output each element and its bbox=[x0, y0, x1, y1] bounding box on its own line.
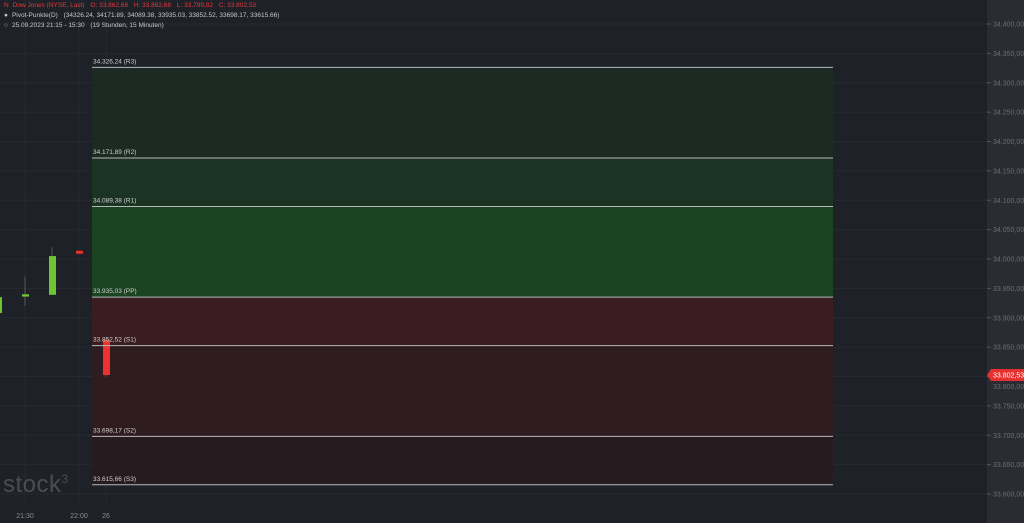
x-tick-label: 26 bbox=[102, 513, 110, 520]
y-tick-label: 33.800,00 bbox=[993, 384, 1024, 391]
y-tick-label: 34.000,00 bbox=[993, 257, 1024, 264]
pivot-label-s3: 33.615,66 (S3) bbox=[93, 476, 136, 483]
y-tick-label: 33.850,00 bbox=[993, 345, 1024, 352]
x-tick-label: 21:30 bbox=[16, 513, 34, 520]
candle-body bbox=[103, 339, 110, 376]
y-tick-label: 34.300,00 bbox=[993, 80, 1024, 87]
pivot-label-s2: 33.698,17 (S2) bbox=[93, 427, 136, 434]
instrument-icon: N bbox=[4, 2, 9, 9]
pivot-zone-pp bbox=[92, 297, 833, 346]
y-tick-label: 34.150,00 bbox=[993, 168, 1024, 175]
y-tick-label: 33.750,00 bbox=[993, 403, 1024, 410]
pivot-zone-r1 bbox=[92, 206, 833, 298]
close-value: C: 33.802,53 bbox=[218, 2, 257, 9]
period-legend: ○ 25.09.2023 21:15 - 15:30 (19 Stunden, 1… bbox=[4, 22, 168, 30]
y-tick-label: 33.600,00 bbox=[993, 492, 1024, 499]
pivot-label-r2: 34.171,89 (R2) bbox=[93, 149, 136, 156]
y-tick-label: 34.050,00 bbox=[993, 227, 1024, 234]
candle-body bbox=[76, 250, 83, 254]
period-duration: (19 Stunden, 15 Minuten) bbox=[90, 22, 164, 29]
y-tick-label: 34.250,00 bbox=[993, 110, 1024, 117]
candle-body bbox=[49, 256, 56, 295]
y-tick-label: 33.650,00 bbox=[993, 462, 1024, 469]
candle-body bbox=[22, 294, 29, 297]
y-tick-label: 34.200,00 bbox=[993, 139, 1024, 146]
period-range: 25.09.2023 21:15 - 15:30 bbox=[11, 22, 85, 29]
pivot-label-r1: 34.089,38 (R1) bbox=[93, 197, 136, 204]
last-price-tag bbox=[987, 369, 1024, 382]
instrument-legend: N Dow Jones (NYSE, Last) O: 33.862,68 H: … bbox=[4, 2, 260, 10]
indicator-legend[interactable]: ● Pivot-Punkte(D) (34326.24, 34171.89, 34… bbox=[4, 12, 283, 20]
pivot-zone-s1 bbox=[92, 345, 833, 437]
price-axis bbox=[987, 0, 1024, 523]
pivot-label-s1: 33.852,52 (S1) bbox=[93, 337, 136, 344]
y-tick-label: 34.100,00 bbox=[993, 198, 1024, 205]
y-tick-label: 33.900,00 bbox=[993, 315, 1024, 322]
indicator-values: (34326.24, 34171.89, 34089.38, 33935.03,… bbox=[63, 12, 280, 19]
y-tick-label: 34.350,00 bbox=[993, 51, 1024, 58]
y-tick-label: 34.400,00 bbox=[993, 22, 1024, 29]
y-tick-label: 33.950,00 bbox=[993, 286, 1024, 293]
clock-icon: ○ bbox=[4, 22, 8, 29]
y-tick-label: 33.700,00 bbox=[993, 433, 1024, 440]
last-price-label: 33.802,53 bbox=[993, 373, 1024, 380]
pivot-zone-r2 bbox=[92, 158, 833, 207]
indicator-icon: ● bbox=[4, 12, 8, 19]
instrument-name: Dow Jones (NYSE, Last) bbox=[12, 2, 85, 9]
high-value: H: 33.862,68 bbox=[133, 2, 172, 9]
x-tick-label: 22:00 bbox=[70, 513, 88, 520]
pivot-label-r3: 34.326,24 (R3) bbox=[93, 58, 136, 65]
pivot-zone-r3 bbox=[92, 67, 833, 159]
pivot-zone-s2 bbox=[92, 436, 833, 485]
open-value: O: 33.862,68 bbox=[90, 2, 128, 9]
candle-body bbox=[0, 297, 2, 314]
pivot-label-pp: 33.935,03 (PP) bbox=[93, 288, 137, 295]
indicator-label: Pivot-Punkte(D) bbox=[11, 12, 58, 19]
low-value: L: 33.799,82 bbox=[176, 2, 214, 9]
stock3-logo: stock3 bbox=[3, 471, 69, 498]
